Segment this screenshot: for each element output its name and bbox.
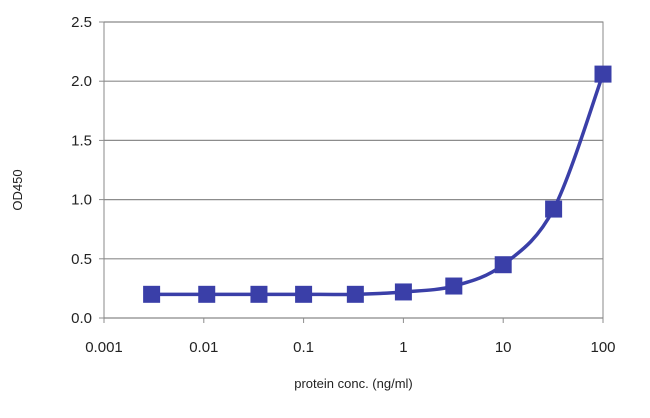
data-point-marker bbox=[594, 65, 612, 83]
y-tick-label: 1.5 bbox=[71, 132, 92, 149]
x-axis-ticks: 0.001 0.01 0.1 1 10 100 bbox=[85, 318, 616, 356]
data-point-marker bbox=[143, 285, 161, 303]
y-axis-ticks: 0.0 0.5 1.0 1.5 2.0 2.5 bbox=[71, 14, 104, 327]
data-point-marker bbox=[250, 285, 268, 303]
x-tick-label: 0.1 bbox=[293, 339, 314, 356]
data-point-marker bbox=[295, 285, 313, 303]
y-tick-label: 1.0 bbox=[71, 192, 92, 209]
data-point-marker bbox=[198, 285, 216, 303]
x-axis-title: protein conc. (ng/ml) bbox=[294, 376, 413, 391]
x-tick-label: 10 bbox=[495, 339, 512, 356]
data-point-marker bbox=[346, 285, 364, 303]
data-point-marker bbox=[545, 200, 563, 218]
x-tick-label: 1 bbox=[399, 339, 407, 356]
x-tick-label: 0.001 bbox=[85, 339, 123, 356]
y-tick-label: 0.5 bbox=[71, 251, 92, 268]
y-tick-label: 0.0 bbox=[71, 310, 92, 327]
x-tick-label: 100 bbox=[590, 339, 615, 356]
data-point-marker bbox=[445, 277, 463, 295]
y-tick-label: 2.0 bbox=[71, 73, 92, 90]
y-tick-label: 2.5 bbox=[71, 14, 92, 31]
series-layer bbox=[143, 65, 612, 303]
x-tick-label: 0.01 bbox=[189, 339, 218, 356]
plot-frame bbox=[103, 21, 604, 319]
data-point-marker bbox=[394, 283, 412, 301]
data-point-marker bbox=[494, 256, 512, 274]
y-axis-title: OD450 bbox=[10, 169, 25, 210]
